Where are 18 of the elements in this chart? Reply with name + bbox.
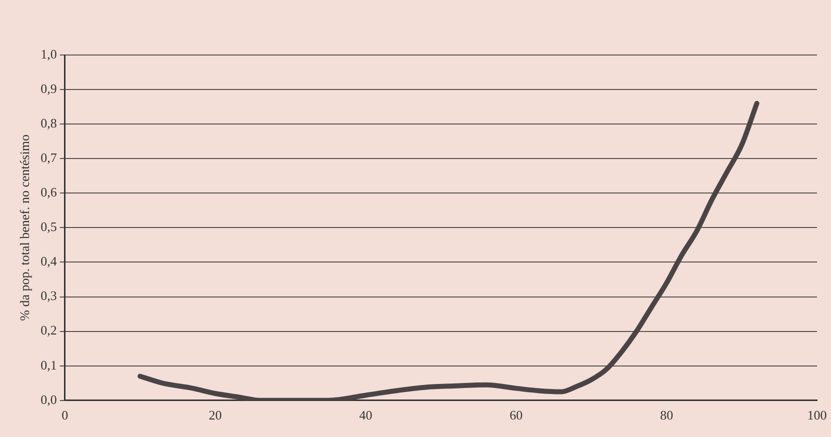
y-tick-label: 0,8 [40,116,57,130]
y-tick-label: 1,0 [40,46,57,62]
x-tick-label: 20 [208,408,222,423]
x-tick-label: 40 [359,408,372,423]
y-tick-label: 0,3 [40,288,57,304]
y-axis-title: % da pop. total benef. no centésimo [17,134,32,321]
y-tick-label: 0,2 [40,322,57,338]
y-tick-label: 0,4 [40,254,58,269]
y-tick-label: 0,0 [40,392,57,407]
y-tick-label: 0,9 [40,80,57,96]
x-tick-label: 60 [510,408,523,423]
x-tick-label: 80 [660,408,674,423]
x-tick-label: 0 [62,408,68,423]
y-tick-label: 0,7 [40,150,58,166]
y-tick-label: 0,5 [40,219,57,234]
y-tick-label: 0,1 [40,357,57,372]
x-tick-label: 100 [807,408,827,423]
y-tick-label: 0,6 [40,184,58,200]
